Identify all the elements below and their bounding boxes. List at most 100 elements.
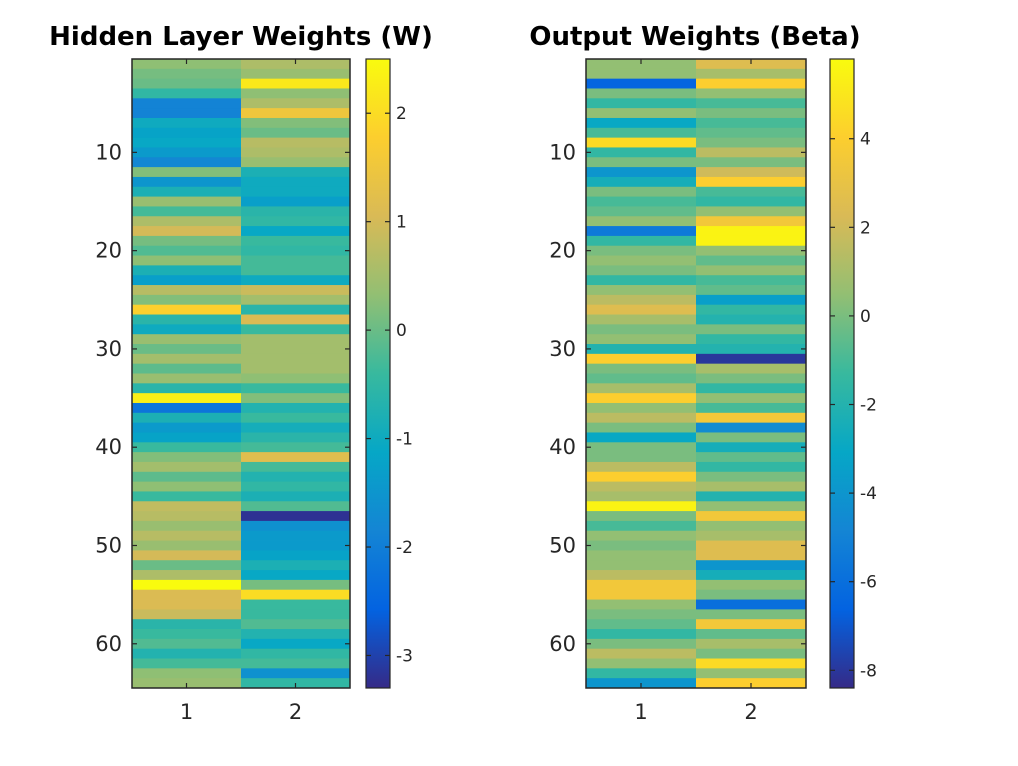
heatmap-cell <box>696 157 807 168</box>
heatmap-cell <box>132 461 242 473</box>
heatmap-cell <box>241 599 351 610</box>
colorbar-tick-label: -3 <box>396 646 413 666</box>
colorbar-tick-label: 2 <box>860 218 871 238</box>
heatmap-cell <box>696 334 807 345</box>
colorbar-tick-label: 1 <box>396 213 407 233</box>
heatmap-cell <box>586 294 697 306</box>
heatmap-cell <box>696 59 807 70</box>
heatmap-cell <box>586 245 697 256</box>
heatmap-cell <box>241 648 351 659</box>
heatmap-cell <box>241 353 351 365</box>
heatmap-cell <box>132 599 242 610</box>
heatmap-cell <box>696 314 807 325</box>
heatmap-cell <box>696 117 807 129</box>
heatmap-cell <box>132 117 242 129</box>
heatmap-cell <box>696 520 807 532</box>
heatmap-cell <box>132 216 242 227</box>
heatmap-cell <box>241 461 351 473</box>
heatmap-cell <box>241 570 351 581</box>
heatmap-cell <box>586 176 697 188</box>
heatmap-cell <box>132 108 242 119</box>
plot-area-frame <box>585 58 807 689</box>
heatmap-cell <box>241 550 351 561</box>
heatmap-cell <box>586 206 697 217</box>
colorbar-gradient <box>829 58 855 689</box>
heatmap-cell <box>241 117 351 129</box>
heatmap-cell <box>586 59 697 70</box>
heatmap-cell <box>132 137 242 148</box>
heatmap-cell <box>586 373 697 384</box>
heatmap-cell <box>132 422 242 433</box>
heatmap-cell <box>696 648 807 659</box>
heatmap-cell <box>696 530 807 541</box>
colorbar-tick-label: 4 <box>860 130 871 150</box>
heatmap-cell <box>241 275 351 286</box>
heatmap-cell <box>696 206 807 217</box>
heatmap-cell <box>132 68 242 80</box>
heatmap-cell <box>586 98 697 109</box>
heatmap-cell <box>132 78 242 89</box>
heatmap-cell <box>241 88 351 99</box>
heatmap-cell <box>241 491 351 502</box>
heatmap-cell <box>586 304 697 315</box>
heatmap-cell <box>586 471 697 483</box>
heatmap-cell <box>132 294 242 306</box>
heatmap-cell <box>586 520 697 532</box>
heatmap-cell <box>132 196 242 207</box>
heatmap-cell <box>586 570 697 581</box>
colorbar-tick-label: -2 <box>396 538 413 558</box>
heatmap-cell <box>241 78 351 89</box>
heatmap-cell <box>696 275 807 286</box>
heatmap-cell <box>586 275 697 286</box>
heatmap-cell <box>241 216 351 227</box>
heatmap-cell <box>586 491 697 502</box>
heatmap-cell <box>696 167 807 178</box>
heatmap-cell <box>586 363 697 374</box>
heatmap-cell <box>132 344 242 355</box>
heatmap-cell <box>586 334 697 345</box>
heatmap-cell <box>241 619 351 630</box>
heatmap-cell <box>241 186 351 197</box>
y-tick-label: 60 <box>549 632 576 656</box>
heatmap-cell <box>241 629 351 640</box>
heatmap-cell <box>696 324 807 335</box>
heatmap-cell <box>132 324 242 335</box>
heatmap-cell <box>586 402 697 414</box>
heatmap-cell <box>696 422 807 433</box>
heatmap-cell <box>696 540 807 551</box>
heatmap-cell <box>132 402 242 414</box>
heatmap-cell <box>696 245 807 256</box>
heatmap-cell <box>586 235 697 247</box>
heatmap-cell <box>241 206 351 217</box>
heatmap-cell <box>696 147 807 158</box>
heatmap-cell <box>132 501 242 512</box>
heatmap-cell <box>132 373 242 384</box>
heatmap-cell <box>241 658 351 669</box>
y-tick-label: 40 <box>95 435 122 459</box>
heatmap-cell <box>586 314 697 325</box>
heatmap-cell <box>132 609 242 620</box>
heatmap-cell <box>241 108 351 119</box>
heatmap-cell <box>132 127 242 139</box>
heatmap-cell <box>586 422 697 433</box>
heatmap-cell <box>696 235 807 247</box>
heatmap-cell <box>241 314 351 325</box>
heatmap-cell <box>586 668 697 679</box>
heatmap-cell <box>132 668 242 679</box>
heatmap-cell <box>696 373 807 384</box>
axis-ticks: 10 20 30 40 50 60 1 2 <box>95 59 350 724</box>
heatmap-cell <box>696 176 807 188</box>
heatmap-cell <box>241 520 351 532</box>
heatmap-cell <box>586 255 697 266</box>
heatmap-cell <box>586 186 697 197</box>
heatmap-cell <box>132 511 242 522</box>
heatmap-cell <box>696 294 807 306</box>
heatmap-cell <box>696 393 807 404</box>
heatmap-cell <box>696 78 807 89</box>
heatmap-cell <box>132 589 242 600</box>
colorbar-tick-label: -6 <box>860 573 877 593</box>
heatmap-cell <box>586 117 697 129</box>
colorbar-ticks: -3 -2 -1 0 1 2 <box>366 104 413 666</box>
heatmap-cell <box>586 658 697 669</box>
